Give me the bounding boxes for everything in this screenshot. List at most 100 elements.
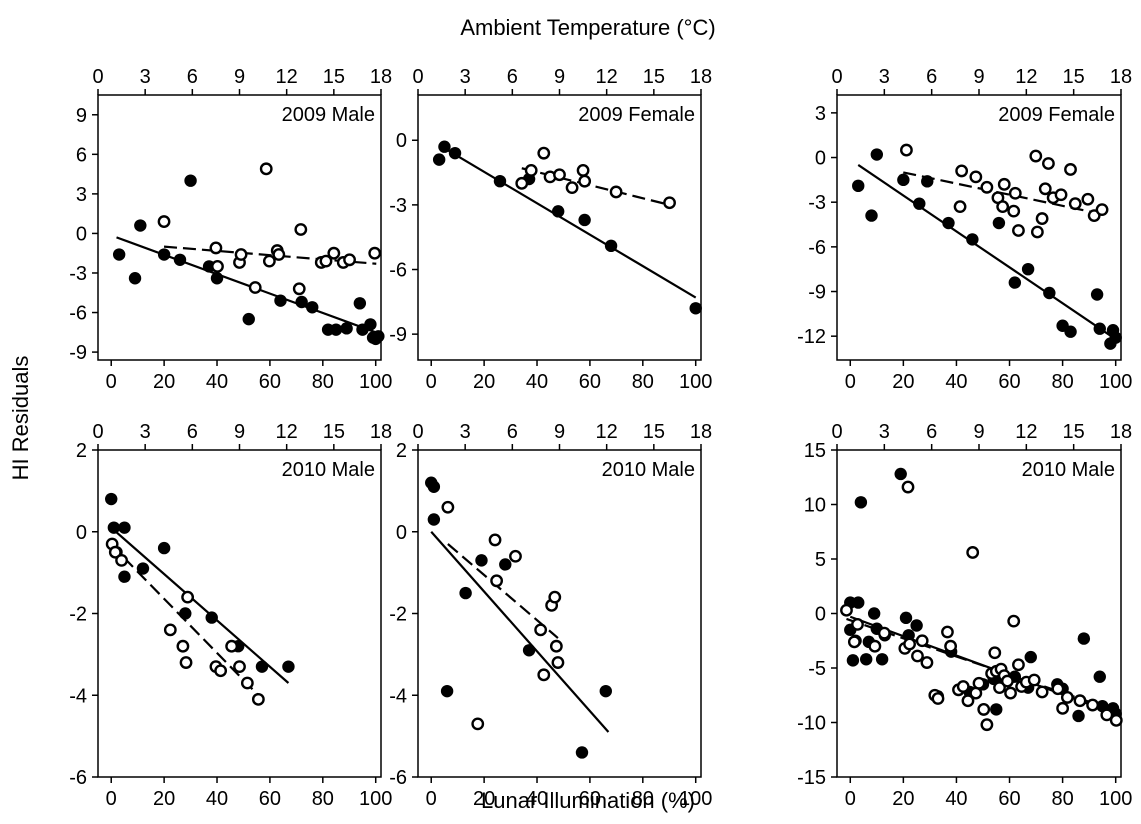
point-open [1060,691,1074,704]
x-tick-label: 60 [998,371,1020,393]
y-tick-label: 6 [76,144,87,166]
y-tick-label: 0 [396,522,407,544]
x2-tick-label: 3 [460,421,471,443]
point-open [1095,203,1109,217]
point-open [319,254,333,268]
point-filled [578,213,591,227]
point-open [490,574,504,588]
point-filled [134,219,147,232]
point-open [966,546,980,559]
point-open [1068,197,1082,211]
point-filled [1093,322,1106,335]
point-filled [353,297,367,310]
point-open [915,634,929,648]
point-filled [1064,325,1077,338]
x-tick-label: 60 [579,788,601,810]
point-filled [136,562,150,575]
point-open [900,143,913,157]
x-tick-label: 40 [206,371,228,393]
point-open [997,177,1011,191]
y-tick-label: -6 [69,303,87,325]
point-filled [852,596,865,609]
x2-tick-label: 12 [276,66,298,88]
point-filled [1093,670,1106,683]
panel-label: 2010 Male [602,459,695,481]
point-open [920,656,934,669]
point-filled [440,684,454,698]
point-filled [1021,262,1035,276]
point-filled [184,174,197,187]
point-filled [1072,709,1085,723]
point-open [851,618,864,631]
x2-tick-label: 18 [690,66,712,88]
point-open [1042,157,1055,170]
point-open [1054,188,1068,202]
point-filled [599,684,612,698]
point-filled [372,330,385,343]
y-tick-label: 0 [815,604,826,626]
y-tick-label: -6 [389,767,407,789]
fit-line-solid [430,531,610,733]
y-tick-label: -6 [69,767,87,789]
y-tick-label: 3 [815,103,826,125]
point-filled [459,586,472,600]
point-open [980,180,994,194]
point-filled [894,467,907,481]
point-open [515,176,529,190]
y-tick-label: 5 [815,549,826,571]
x-tick-label: 0 [845,788,856,810]
point-open [911,649,924,663]
top-axis-title: Ambient Temperature (°C) [460,15,715,40]
point-filled [255,660,269,673]
point-open [1030,225,1044,239]
y-tick-label: 0 [76,223,87,245]
point-open [115,553,128,567]
x-tick-label: 0 [845,371,856,393]
point-open [969,170,983,184]
y-tick-label: 2 [396,440,407,462]
point-open [294,223,308,236]
point-open [941,625,954,639]
point-open [248,281,262,294]
x-tick-label: 20 [892,371,914,393]
panel-1: 0 20 40 60 80 100 0 3 6 9 12 15 18 9 6 3 0 -3 -6 -9 2009 Mal… [69,66,392,393]
point-filled [990,703,1003,716]
x-tick-label: 60 [259,788,281,810]
point-open [953,200,967,214]
x-tick-label: 20 [153,371,175,393]
point-open [441,500,455,514]
y-tick-label: -3 [69,263,87,285]
point-open [901,480,915,494]
x2-tick-label: 9 [234,421,245,443]
point-filled [493,174,507,188]
point-filled [282,660,295,673]
x2-tick-label: 15 [1063,66,1085,88]
point-open [471,717,485,731]
fit-line-dashed [903,171,1103,216]
point-open [272,248,286,261]
x-tick-label: 0 [426,371,437,393]
point-filled [1043,286,1056,300]
point-open [1038,182,1052,196]
y-tick-label: -12 [797,326,826,348]
x-tick-label: 60 [998,788,1020,810]
point-open [1064,163,1077,176]
x2-tick-label: 9 [234,66,245,88]
x-tick-label: 60 [579,371,601,393]
point-open [961,694,975,708]
x-tick-label: 60 [259,371,281,393]
x2-tick-label: 0 [412,421,423,443]
x-tick-label: 40 [945,371,967,393]
point-filled [210,272,224,285]
x-tick-label: 100 [359,788,392,810]
fit-line-solid [441,145,697,299]
x-tick-label: 80 [632,788,654,810]
point-filled [432,153,446,166]
fit-line-solid [110,526,290,684]
point-open [225,639,239,653]
point-open [1035,685,1049,699]
point-open [1109,713,1123,727]
point-open [176,639,190,653]
